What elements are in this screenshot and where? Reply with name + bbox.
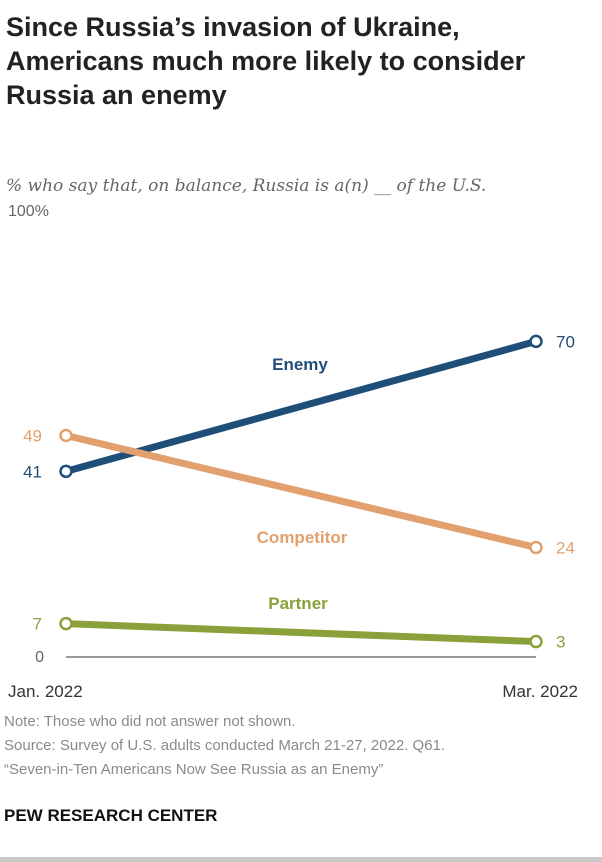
chart-title: Since Russia’s invasion of Ukraine, Amer… (6, 12, 526, 110)
partner-series-label: Partner (268, 594, 328, 613)
enemy-series-label: Enemy (272, 355, 328, 374)
competitor-data-point (59, 428, 73, 443)
x-tick-label: Jan. 2022 (8, 682, 83, 701)
bottom-divider (0, 857, 602, 862)
partner-series-line (62, 620, 540, 646)
enemy-data-point (529, 334, 543, 349)
partner-data-point (529, 634, 543, 649)
enemy-data-point (59, 464, 73, 479)
note-text: Note: Those who did not answer not shown… (4, 713, 296, 730)
competitor-data-label: 49 (23, 426, 42, 445)
competitor-data-label: 24 (556, 538, 575, 557)
competitor-series-line (62, 431, 540, 551)
line-chart: 100% 0 Jan. 2022 Mar. 2022 41 70 Enemy 49 24 Comp… (8, 203, 578, 701)
x-tick-label: Mar. 2022 (502, 682, 578, 701)
enemy-data-label: 70 (556, 332, 575, 351)
y-tick-label-top: 100% (8, 203, 49, 220)
competitor-series-label: Competitor (257, 528, 348, 547)
source-text: Source: Survey of U.S. adults conducted … (4, 737, 446, 754)
brand-logo-text: PEW RESEARCH CENTER (4, 806, 218, 825)
partner-data-label: 3 (556, 633, 565, 652)
chart-subtitle: % who say that, on balance, Russia is a(… (6, 176, 487, 196)
report-title-text: “Seven-in-Ten Americans Now See Russia a… (4, 761, 384, 778)
y-tick-label-zero: 0 (35, 649, 44, 666)
enemy-data-label: 41 (23, 462, 42, 481)
partner-data-point (59, 616, 73, 631)
partner-data-label: 7 (33, 615, 42, 634)
competitor-data-point (529, 540, 543, 555)
enemy-series-line (62, 337, 540, 475)
